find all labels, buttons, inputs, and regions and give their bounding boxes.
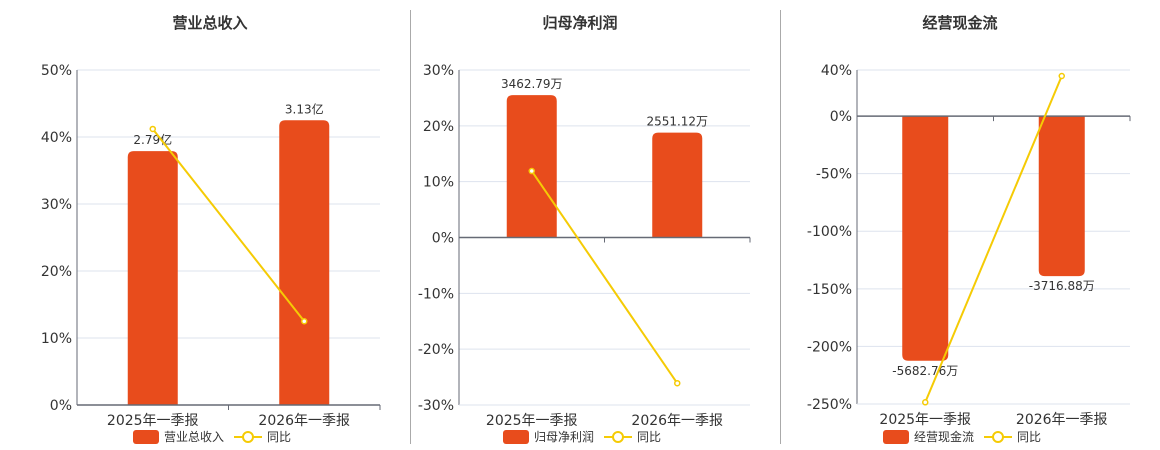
bar-data-label: 3.13亿 bbox=[285, 101, 324, 116]
y-tick-label: -10% bbox=[418, 286, 454, 302]
bar-data-label: 3462.79万 bbox=[501, 77, 563, 91]
y-tick-label: -100% bbox=[807, 224, 852, 240]
yoy-point bbox=[528, 167, 535, 175]
bar-data-label: 2551.12万 bbox=[646, 115, 708, 129]
y-tick-label: -250% bbox=[807, 397, 852, 413]
yoy-point bbox=[301, 318, 308, 325]
panel-divider bbox=[410, 10, 411, 444]
legend-bar-label: 归母净利润 bbox=[534, 430, 595, 444]
bar bbox=[652, 132, 703, 238]
chart-title-net-profit: 归母净利润 bbox=[542, 14, 618, 32]
bar-data-label: -5682.76万 bbox=[892, 364, 958, 378]
x-tick-label: 2026年一季报 bbox=[1016, 412, 1108, 428]
yoy-point bbox=[922, 399, 929, 406]
legend-net-profit[interactable]: 归母净利润 同比 bbox=[503, 428, 661, 445]
panel-divider bbox=[780, 10, 781, 444]
y-tick-label: -50% bbox=[816, 167, 852, 183]
bar-data-label: 2.79亿 bbox=[133, 132, 172, 147]
yoy-line bbox=[530, 170, 679, 384]
y-tick-label: 40% bbox=[41, 130, 72, 146]
y-tick-label: 20% bbox=[41, 264, 72, 280]
legend-revenue[interactable]: 营业总收入 同比 bbox=[133, 428, 291, 445]
y-tick-label: -200% bbox=[807, 339, 852, 355]
y-tick-label: 40% bbox=[821, 63, 852, 79]
y-tick-label: 50% bbox=[41, 63, 72, 79]
yoy-point bbox=[149, 125, 156, 133]
legend-line-label: 同比 bbox=[267, 430, 292, 444]
legend-line-label: 同比 bbox=[637, 430, 662, 444]
y-tick-label: -30% bbox=[418, 398, 454, 414]
bar bbox=[506, 95, 557, 238]
y-tick-label: 30% bbox=[423, 63, 454, 79]
bar bbox=[279, 120, 330, 405]
chart-title-revenue: 营业总收入 bbox=[172, 14, 248, 32]
yoy-point bbox=[1058, 72, 1065, 80]
y-tick-label: 10% bbox=[423, 175, 454, 191]
y-tick-label: 0% bbox=[830, 109, 852, 125]
x-tick-label: 2026年一季报 bbox=[631, 413, 723, 429]
legend-line-swatch bbox=[604, 430, 633, 444]
bar bbox=[1038, 116, 1085, 277]
bar-data-label: -3716.88万 bbox=[1029, 279, 1095, 293]
legend-line-label: 同比 bbox=[1017, 430, 1042, 444]
legend-bar-swatch bbox=[883, 429, 909, 444]
legend-bar-swatch bbox=[133, 429, 159, 444]
bar bbox=[127, 151, 178, 405]
yoy-line bbox=[924, 75, 1063, 403]
x-tick-label: 2025年一季报 bbox=[486, 413, 578, 429]
yoy-point bbox=[674, 379, 681, 387]
x-tick-label: 2026年一季报 bbox=[258, 413, 350, 429]
y-tick-label: -150% bbox=[807, 282, 852, 298]
x-tick-label: 2025年一季报 bbox=[879, 412, 971, 428]
legend-line-swatch bbox=[234, 430, 263, 444]
chart-title-cash-flow: 经营现金流 bbox=[922, 14, 998, 32]
yoy-line bbox=[151, 128, 306, 322]
y-tick-label: 0% bbox=[432, 231, 454, 247]
legend-bar-label: 经营现金流 bbox=[914, 430, 975, 444]
legend-bar-label: 营业总收入 bbox=[164, 430, 225, 444]
legend-line-swatch bbox=[984, 430, 1013, 444]
y-tick-label: 30% bbox=[41, 197, 72, 213]
legend-bar-swatch bbox=[503, 429, 529, 444]
x-tick-label: 2025年一季报 bbox=[107, 413, 199, 429]
legend-cash-flow[interactable]: 经营现金流 同比 bbox=[883, 428, 1041, 445]
bar bbox=[902, 116, 949, 361]
y-tick-label: 0% bbox=[50, 398, 72, 414]
y-tick-label: 20% bbox=[423, 119, 454, 135]
y-tick-label: 10% bbox=[41, 331, 72, 347]
y-tick-label: -20% bbox=[418, 342, 454, 358]
